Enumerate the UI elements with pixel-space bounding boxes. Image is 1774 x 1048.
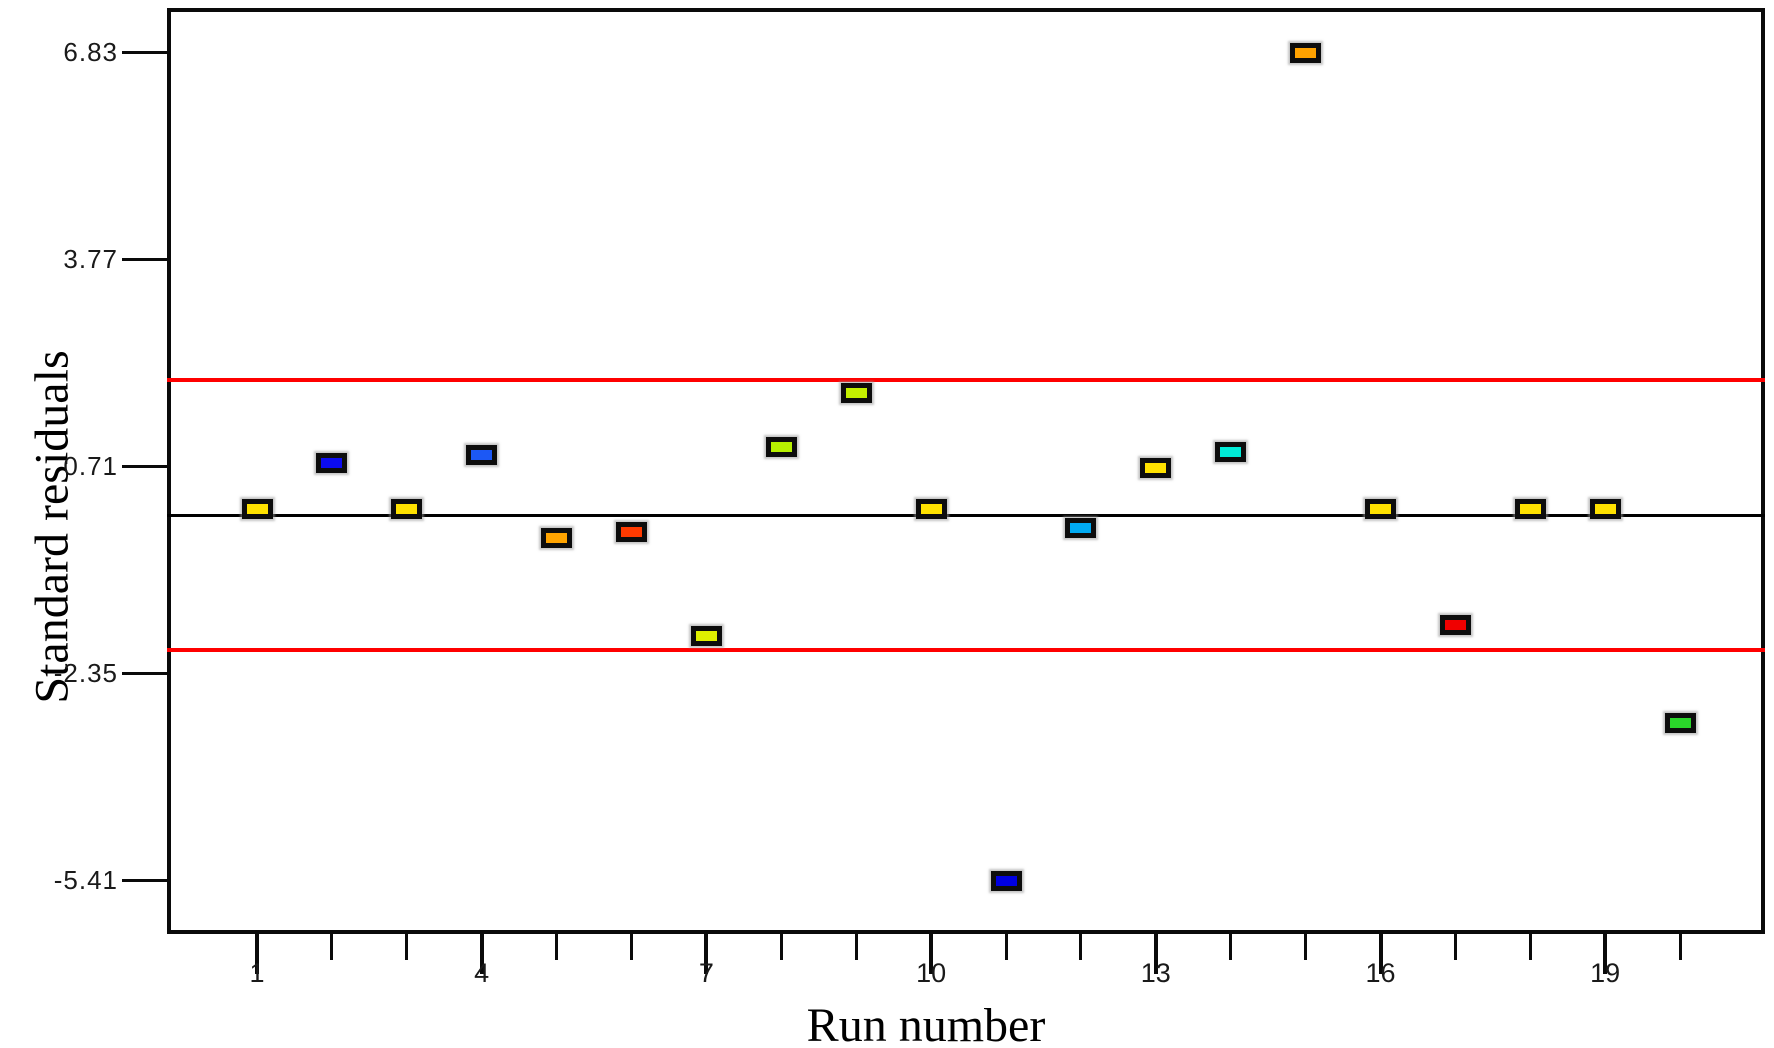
y-tick-label: -2.35 bbox=[53, 657, 118, 688]
data-point-run-12 bbox=[1065, 517, 1097, 538]
data-point-run-11 bbox=[990, 870, 1022, 891]
y-tick bbox=[122, 465, 167, 469]
y-tick bbox=[122, 879, 167, 883]
x-tick-label: 10 bbox=[916, 958, 947, 988]
x-tick-minor bbox=[1079, 934, 1083, 960]
y-tick-label: 3.77 bbox=[63, 243, 118, 274]
x-tick-major bbox=[1603, 934, 1608, 974]
data-point-run-2 bbox=[316, 452, 348, 473]
y-tick-label: 0.71 bbox=[63, 450, 118, 481]
data-point-run-3 bbox=[391, 498, 423, 519]
x-tick-label: 7 bbox=[698, 958, 714, 988]
x-tick-minor bbox=[854, 934, 858, 960]
x-tick-label: 19 bbox=[1590, 958, 1621, 988]
data-point-run-6 bbox=[616, 521, 647, 542]
x-tick-major bbox=[255, 934, 259, 974]
y-tick-label: -5.41 bbox=[53, 864, 118, 895]
plot-area bbox=[167, 8, 1765, 934]
x-tick-major bbox=[929, 934, 934, 974]
data-point-run-16 bbox=[1365, 498, 1396, 519]
x-tick-label: 13 bbox=[1140, 958, 1171, 988]
x-tick-minor bbox=[630, 934, 633, 960]
data-point-run-19 bbox=[1589, 498, 1621, 519]
x-tick-minor bbox=[1229, 934, 1233, 960]
data-point-run-10 bbox=[915, 498, 947, 519]
data-point-run-9 bbox=[840, 383, 872, 404]
data-point-run-4 bbox=[466, 444, 498, 465]
data-point-run-20 bbox=[1664, 713, 1696, 734]
x-tick-minor bbox=[779, 934, 783, 960]
x-tick-minor bbox=[330, 934, 334, 960]
y-tick bbox=[122, 672, 167, 676]
lower-limit-line bbox=[167, 648, 1765, 653]
data-point-run-17 bbox=[1439, 615, 1471, 636]
x-tick-minor bbox=[1304, 934, 1308, 960]
data-point-run-14 bbox=[1215, 442, 1247, 463]
data-point-run-15 bbox=[1290, 42, 1322, 63]
x-tick-minor bbox=[555, 934, 559, 960]
upper-limit-line bbox=[167, 377, 1765, 382]
y-tick bbox=[122, 258, 167, 262]
x-tick-minor bbox=[1004, 934, 1008, 960]
data-point-run-1 bbox=[241, 498, 273, 519]
x-tick-major bbox=[1378, 934, 1383, 974]
data-point-run-13 bbox=[1140, 457, 1172, 478]
x-tick-minor bbox=[1678, 934, 1682, 960]
data-point-run-7 bbox=[690, 626, 722, 647]
y-axis-title: Standard residuals bbox=[25, 350, 79, 704]
x-axis-title: Run number bbox=[806, 999, 1046, 1048]
data-point-run-5 bbox=[541, 528, 573, 548]
x-tick-label: 1 bbox=[249, 958, 265, 988]
x-tick-major bbox=[479, 934, 484, 974]
data-point-run-8 bbox=[765, 436, 797, 457]
center-line bbox=[167, 513, 1765, 517]
x-tick-minor bbox=[405, 934, 409, 960]
data-point-run-18 bbox=[1514, 498, 1546, 519]
x-tick-minor bbox=[1528, 934, 1532, 960]
x-tick-minor bbox=[1453, 934, 1457, 960]
y-tick bbox=[122, 51, 167, 55]
x-tick-label: 16 bbox=[1365, 958, 1396, 988]
x-tick-major bbox=[704, 934, 709, 974]
x-tick-major bbox=[1153, 934, 1158, 974]
x-tick-label: 4 bbox=[474, 958, 490, 988]
y-tick-label: 6.83 bbox=[63, 36, 118, 67]
